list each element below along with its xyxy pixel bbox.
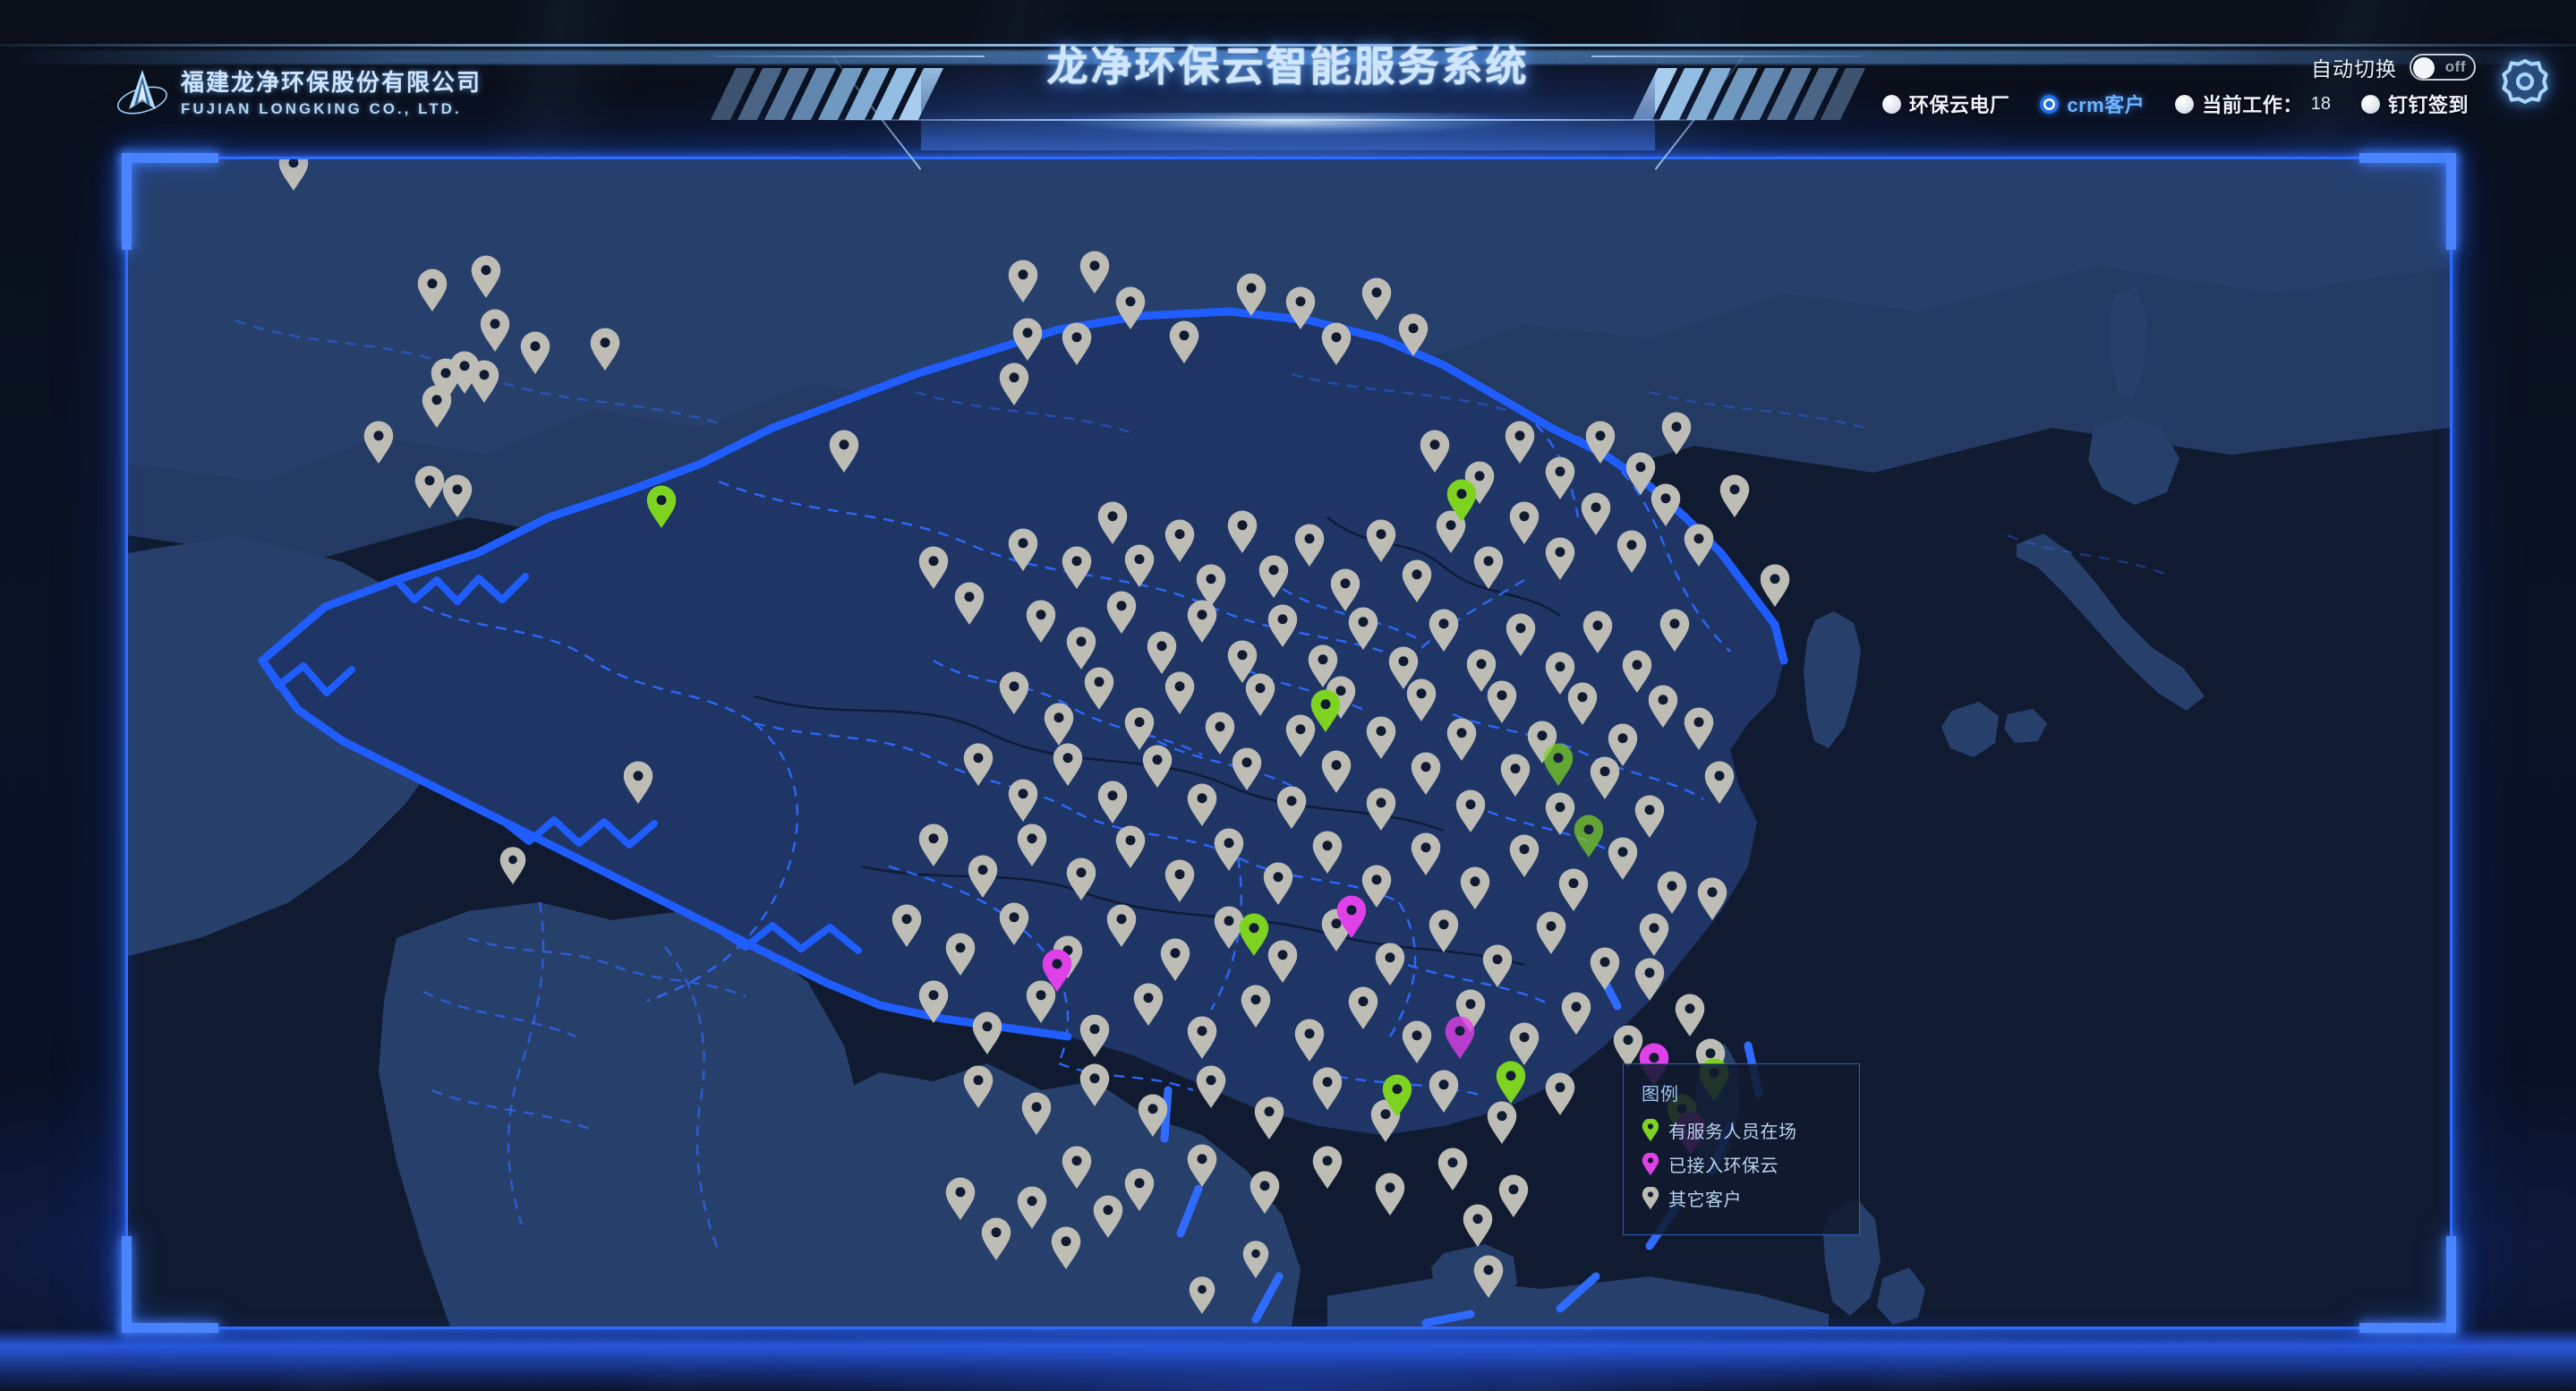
toggle-knob xyxy=(2413,57,2435,79)
radio-dot-icon xyxy=(1881,94,1901,114)
auto-switch-control[interactable]: 自动切换 off xyxy=(2311,52,2476,82)
longking-logo-icon xyxy=(117,70,167,115)
map-canvas[interactable] xyxy=(128,159,2450,1327)
map-pin-icon xyxy=(1642,1186,1659,1209)
bottom-glow-bar xyxy=(0,1328,2576,1391)
view-mode-radio-group: 环保云电厂 crm客户 当前工作： 18 钉钉签到 xyxy=(1881,90,2469,118)
page-title: 龙净环保云智能服务系统 xyxy=(1046,43,1530,90)
gear-icon xyxy=(2502,58,2548,105)
legend-item-service-onsite: 有服务人员在场 xyxy=(1642,1117,1841,1143)
header-top-line xyxy=(0,44,2576,47)
map-pin-icon xyxy=(1642,1118,1659,1141)
radio-option-crm-customer[interactable]: crm客户 xyxy=(2040,90,2145,118)
china-border-layer xyxy=(258,307,1788,1041)
china-fill xyxy=(262,311,1784,1135)
auto-switch-toggle[interactable]: off xyxy=(2410,54,2476,81)
radio-dot-icon xyxy=(2175,94,2195,114)
auto-switch-label: 自动切换 xyxy=(2311,57,2397,81)
radio-label: 钉钉签到 xyxy=(2387,94,2469,116)
current-work-count: 18 xyxy=(2310,93,2331,114)
map-svg xyxy=(128,159,2450,1327)
legend-label: 其它客户 xyxy=(1668,1190,1742,1210)
logo-en-name: FUJIAN LONGKING CO., LTD. xyxy=(181,100,462,117)
radio-dot-selected-icon xyxy=(2040,94,2060,114)
map-panel[interactable]: 图例 有服务人员在场 已接入环保云 xyxy=(122,153,2456,1333)
radio-option-current-work[interactable]: 当前工作： 18 xyxy=(2175,90,2331,118)
map-legend: 图例 有服务人员在场 已接入环保云 xyxy=(1623,1063,1860,1235)
toggle-state-label: off xyxy=(2444,58,2466,75)
marker-group-other-customers xyxy=(278,159,1790,1314)
map-pin-icon xyxy=(1642,1152,1659,1175)
radio-label: 环保云电厂 xyxy=(1908,94,2010,116)
legend-label: 有服务人员在场 xyxy=(1668,1122,1797,1142)
china-border-detail xyxy=(259,573,862,954)
radio-label: 当前工作： xyxy=(2202,94,2303,116)
radio-dot-icon xyxy=(2360,94,2380,114)
legend-title: 图例 xyxy=(1642,1085,1679,1105)
radio-option-huanbaoyun-power-plant[interactable]: 环保云电厂 xyxy=(1881,90,2010,118)
china-land-layer xyxy=(262,311,1784,1135)
province-borders-layer xyxy=(235,319,2170,1252)
settings-button[interactable] xyxy=(2499,55,2551,107)
app-header: 龙净环保云智能服务系统 福建龙净环保股份有限公司 FUJIAN LONGKING… xyxy=(0,0,2576,170)
company-logo: 福建龙净环保股份有限公司 FUJIAN LONGKING CO., LTD. xyxy=(115,63,482,118)
header-underline xyxy=(814,119,1762,121)
legend-item-other-customers: 其它客户 xyxy=(1642,1185,1841,1211)
legend-item-cloud-connected: 已接入环保云 xyxy=(1642,1151,1841,1177)
logo-cn-name: 福建龙净环保股份有限公司 xyxy=(181,69,482,96)
radio-option-dingding-checkin[interactable]: 钉钉签到 xyxy=(2360,90,2469,118)
radio-label: crm客户 xyxy=(2067,94,2145,116)
legend-label: 已接入环保云 xyxy=(1668,1156,1778,1176)
map-markers-layer xyxy=(278,159,1790,1314)
